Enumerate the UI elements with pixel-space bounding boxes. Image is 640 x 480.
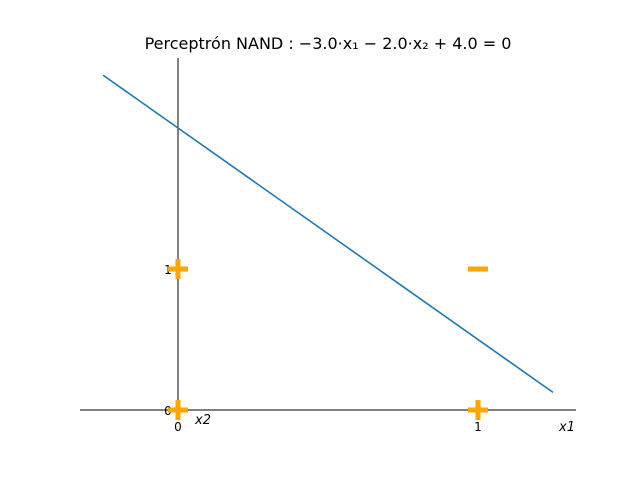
data-points-layer xyxy=(168,259,488,420)
plus-marker xyxy=(168,400,188,420)
decision-line-layer xyxy=(102,74,554,394)
tick-group: 0101 xyxy=(164,263,482,434)
x-tick-label: 0 xyxy=(174,420,182,434)
x-tick-label: 1 xyxy=(474,420,482,434)
x-axis-label: x1 xyxy=(558,420,575,435)
decision-boundary-line xyxy=(102,74,554,394)
y-axis-label: x2 xyxy=(194,413,211,428)
chart-title: Perceptrón NAND : −3.0·x₁ − 2.0·x₂ + 4.0… xyxy=(145,34,512,53)
minus-marker xyxy=(468,266,488,272)
plus-marker xyxy=(168,259,188,279)
plus-marker xyxy=(468,400,488,420)
